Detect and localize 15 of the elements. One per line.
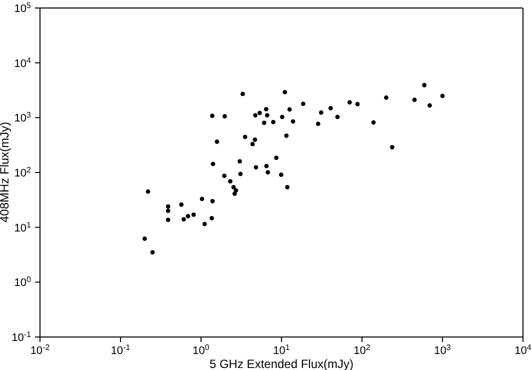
y-tick-label: 10$^{4}$ [14, 55, 32, 70]
y-tick-label: 10$^{2}$ [14, 165, 32, 180]
x-tick-label: 10$^{3}$ [434, 342, 452, 357]
y-tick-label: 10$^{1}$ [14, 220, 32, 234]
x-tick-label: 10$^{-2}$ [30, 342, 50, 357]
y-tick-label: 10$^{5}$ [14, 0, 32, 15]
x-tick-label: 10$^{-1}$ [110, 342, 131, 357]
x-tick-label: 10$^{4}$ [514, 342, 532, 357]
y-tick-label: 10$^{-1}$ [12, 330, 32, 344]
y-axis-title: 408MHz Flux(mJy) [0, 122, 12, 222]
y-tick-label: 10$^{0}$ [14, 274, 32, 290]
x-tick-label: 10$^{0}$ [192, 342, 210, 357]
x-tick-label: 10$^{2}$ [354, 342, 371, 357]
x-tick-label: 10$^{1}$ [273, 342, 290, 357]
y-tick-label: 10$^{3}$ [14, 110, 32, 125]
